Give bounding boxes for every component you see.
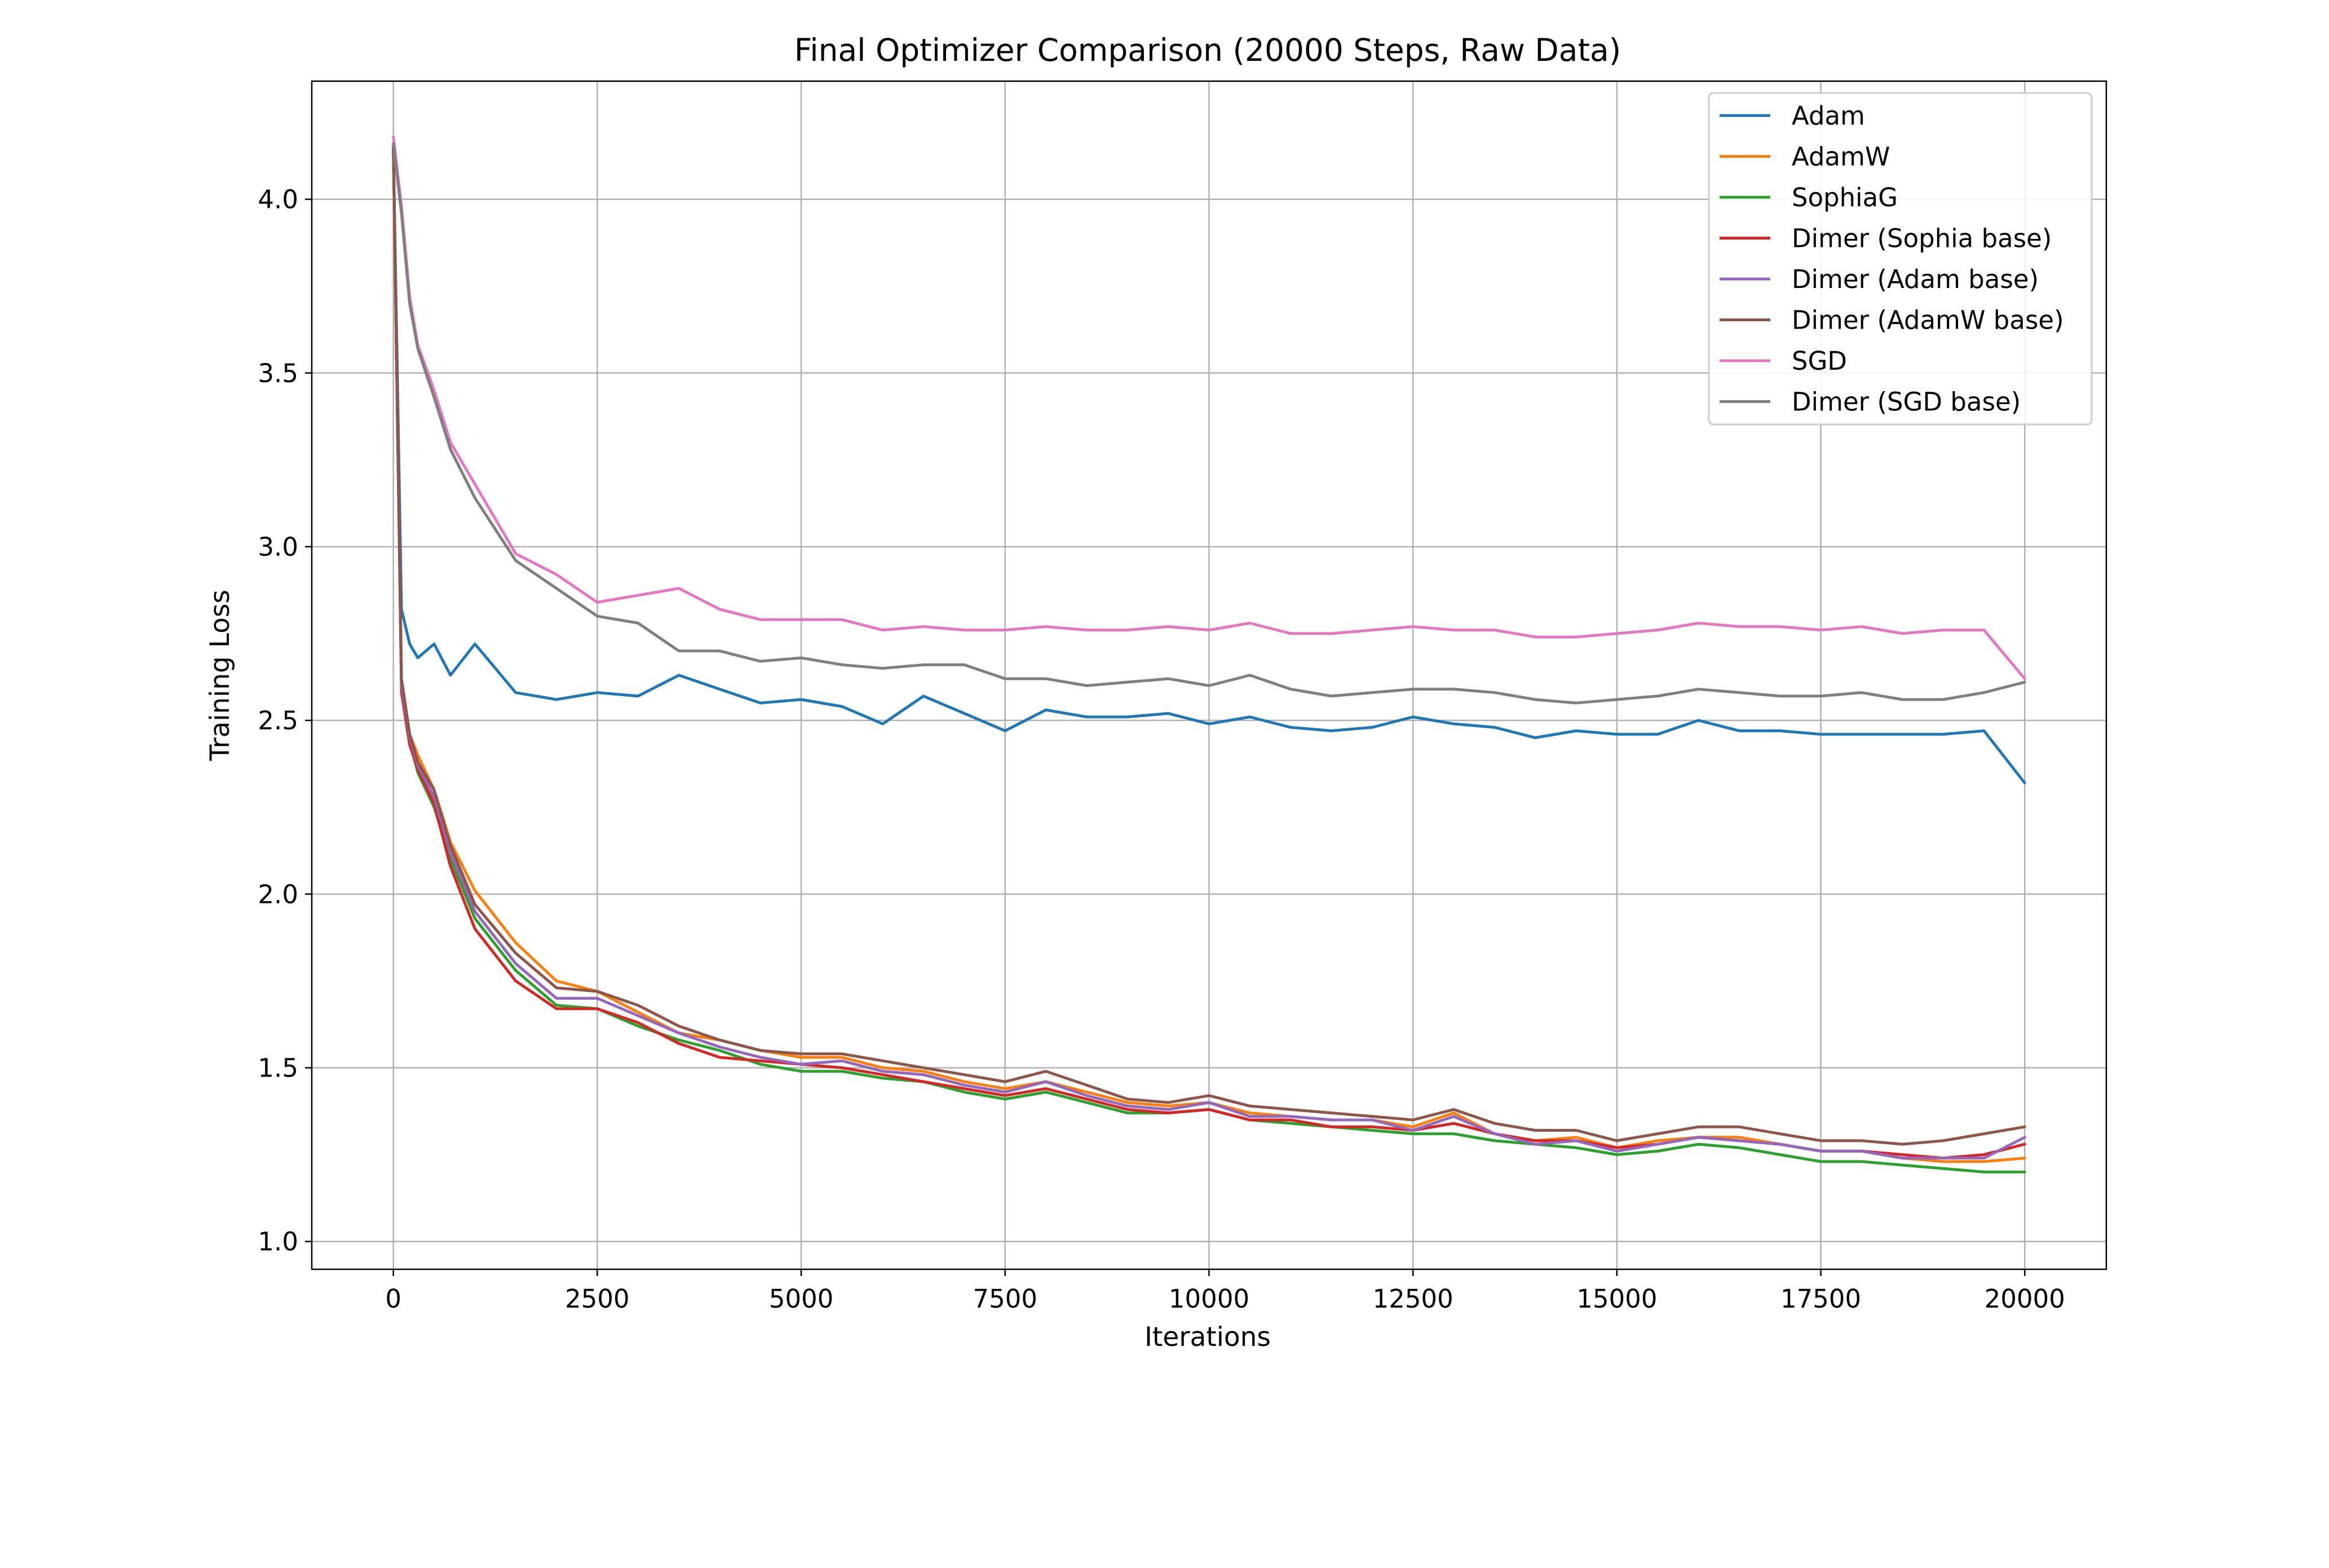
x-axis-ticks: 0 2500 5000 7500 10000 12500 15000 17500 20000	[385, 1269, 2065, 1314]
legend-label-dimer-sophia-base: Dimer (Sophia base)	[1792, 224, 2052, 254]
legend-frame	[1708, 92, 2093, 426]
x-tick-label: 20000	[1985, 1284, 2065, 1314]
y-tick-label: 1.5	[258, 1053, 298, 1083]
x-tick-label: 10000	[1169, 1284, 1249, 1314]
series-line-dimer-sgd-base	[392, 142, 2026, 705]
y-tick-label: 3.0	[258, 532, 298, 562]
legend-label-sophiag: SophiaG	[1792, 183, 1898, 212]
x-tick-label: 5000	[769, 1284, 834, 1314]
legend-label-adam: Adam	[1792, 101, 1865, 131]
x-axis-label: Iterations	[1144, 1322, 1271, 1353]
series-line-adamw	[392, 145, 2026, 1163]
series-lines	[392, 135, 2026, 1173]
legend-label-adamw: AdamW	[1792, 142, 1890, 172]
y-tick-label: 1.0	[258, 1227, 298, 1257]
series-line-dimer-adamw-base	[392, 145, 2026, 1146]
x-tick-label: 12500	[1373, 1284, 1453, 1314]
x-tick-label: 0	[385, 1284, 401, 1314]
y-tick-label: 2.5	[258, 706, 298, 736]
legend-label-dimer-adam-base: Dimer (Adam base)	[1792, 264, 2039, 294]
legend-label-sgd: SGD	[1792, 346, 1847, 376]
y-tick-label: 3.5	[258, 358, 298, 388]
series-line-dimer-adam-base	[392, 145, 2026, 1160]
x-tick-label: 7500	[973, 1284, 1038, 1314]
legend-label-dimer-sgd-base: Dimer (SGD base)	[1792, 387, 2021, 417]
y-tick-label: 4.0	[258, 185, 298, 215]
y-axis-label: Training Loss	[205, 590, 236, 761]
series-line-sgd	[392, 135, 2026, 680]
x-tick-label: 15000	[1576, 1284, 1657, 1314]
y-axis-ticks: 1.0 1.5 2.0 2.5 3.0 3.5 4.0	[258, 185, 312, 1257]
chart-title: Final Optimizer Comparison (20000 Steps,…	[794, 32, 1621, 68]
y-tick-label: 2.0	[258, 879, 298, 909]
series-line-sophiag	[392, 145, 2026, 1173]
legend-label-dimer-adamw-base: Dimer (AdamW base)	[1792, 305, 2064, 335]
x-tick-label: 17500	[1780, 1284, 1861, 1314]
x-tick-label: 2500	[565, 1284, 630, 1314]
series-line-adam	[392, 145, 2026, 785]
legend: Adam AdamW SophiaG Dimer (Sophia base) Dimer…	[1708, 92, 2093, 426]
